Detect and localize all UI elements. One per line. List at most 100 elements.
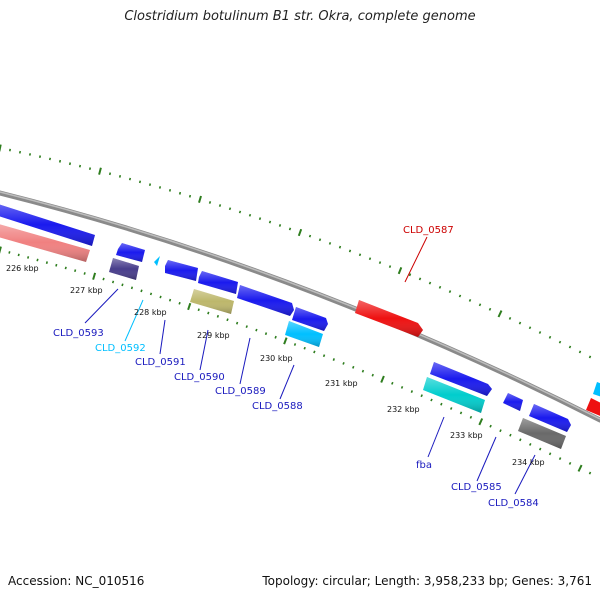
tick-mark <box>83 272 86 275</box>
gene-label-cld-0588[interactable]: CLD_0588 <box>252 401 303 412</box>
tick-mark <box>118 175 122 178</box>
tick-mark <box>478 418 484 426</box>
gene-cld-0591-shade <box>165 260 198 281</box>
genome-summary: Topology: circular; Length: 3,958,233 bp… <box>262 574 592 588</box>
tick-mark <box>168 298 172 302</box>
tick-mark <box>168 188 172 192</box>
tick-mark <box>255 328 258 332</box>
gene-cld-0584-shade <box>518 418 566 449</box>
gene-right-red[interactable] <box>586 398 600 418</box>
callout-line-cld-0585 <box>476 436 497 482</box>
tick-mark <box>358 253 362 257</box>
tick-mark <box>149 292 153 296</box>
tick-mark <box>348 249 352 253</box>
tick-mark <box>159 295 162 299</box>
tick-mark <box>197 308 200 312</box>
gene-cld-0592[interactable] <box>154 256 160 266</box>
tick-mark <box>293 343 297 346</box>
tick-mark <box>558 340 562 344</box>
tick-mark <box>303 346 306 350</box>
tick-mark <box>538 447 542 451</box>
gene-label-cld-0585[interactable]: CLD_0585 <box>451 482 502 493</box>
gene-fba-top-shade <box>430 362 492 396</box>
inner-tick-ring <box>0 246 592 475</box>
gene-label-cld-0584[interactable]: CLD_0584 <box>488 498 539 509</box>
gene-label-cld-0592[interactable]: CLD_0592 <box>95 343 146 354</box>
tick-mark <box>198 195 202 203</box>
tick-mark <box>508 316 512 320</box>
gene-cld-0589-shade <box>237 285 294 316</box>
tick-mark <box>207 311 210 315</box>
tick-mark <box>328 242 332 245</box>
tick-mark <box>528 443 532 446</box>
tick-mark <box>108 172 112 176</box>
gene-label-fba[interactable]: fba <box>416 460 432 471</box>
tick-mark <box>178 301 181 305</box>
tick-mark <box>0 144 2 152</box>
tick-mark <box>238 210 242 214</box>
tick-mark <box>297 228 303 237</box>
tick-mark <box>235 321 239 325</box>
gene-cld-0585-shade <box>529 404 571 432</box>
tick-mark <box>459 411 463 415</box>
ruler-label-228: 228 kbp <box>134 308 167 317</box>
tick-mark <box>361 369 365 373</box>
tick-mark <box>27 256 30 259</box>
tick-mark <box>55 263 58 267</box>
tick-mark <box>38 155 42 159</box>
tick-mark <box>45 261 48 264</box>
tick-mark <box>418 277 422 281</box>
ruler-label-226: 226 kbp <box>6 264 39 273</box>
tick-mark <box>28 153 32 156</box>
tick-mark <box>518 321 522 325</box>
tick-mark <box>258 217 262 221</box>
tick-mark <box>519 438 522 442</box>
accession-label: Accession: NC_010516 <box>8 574 145 588</box>
genome-backbone-highlight <box>0 191 600 420</box>
tick-mark <box>322 354 326 358</box>
gene-label-cld-0590[interactable]: CLD_0590 <box>174 372 225 383</box>
gene-cld-0587-shade <box>355 300 423 337</box>
tick-mark <box>568 461 572 465</box>
tick-mark <box>368 257 372 261</box>
tick-mark <box>469 415 473 419</box>
ruler-label-233: 233 kbp <box>450 431 483 440</box>
tick-mark <box>342 361 345 365</box>
tick-mark <box>438 285 442 289</box>
ruler-label-229: 229 kbp <box>197 331 230 340</box>
tick-mark <box>408 273 412 277</box>
tick-mark <box>371 373 374 377</box>
callout-line-cld-0591 <box>159 319 166 355</box>
tick-mark <box>332 358 335 361</box>
gene-left-blue-shade <box>0 204 95 246</box>
gene-label-cld-0591[interactable]: CLD_0591 <box>135 357 186 368</box>
tick-mark <box>264 332 268 336</box>
tick-mark <box>548 335 552 339</box>
tick-mark <box>64 266 67 270</box>
gene-fba-shade <box>423 377 485 413</box>
tick-mark <box>497 310 503 318</box>
tick-mark <box>208 201 212 204</box>
tick-mark <box>36 258 39 262</box>
tick-mark <box>509 433 512 437</box>
tick-mark <box>138 180 142 184</box>
tick-mark <box>288 227 292 231</box>
callout-line-cld-0587 <box>404 236 428 283</box>
tick-mark <box>8 251 11 254</box>
tick-mark <box>140 289 143 293</box>
gene-label-cld-0593[interactable]: CLD_0593 <box>53 328 104 339</box>
gene-right-cyan[interactable] <box>593 382 600 398</box>
gene-cld-0593-shade <box>116 243 145 262</box>
gene-label-cld-0589[interactable]: CLD_0589 <box>215 386 266 397</box>
tick-mark <box>352 365 355 369</box>
tick-mark <box>378 261 382 264</box>
gene-label-cld-0587[interactable]: CLD_0587 <box>403 225 454 236</box>
callout-line-fba <box>427 416 445 458</box>
tick-mark <box>318 238 322 242</box>
genome-backbone <box>0 190 600 423</box>
tick-mark <box>187 302 192 311</box>
tick-mark <box>218 204 222 207</box>
callout-line-cld-0588 <box>279 364 295 400</box>
tick-mark <box>420 394 423 398</box>
